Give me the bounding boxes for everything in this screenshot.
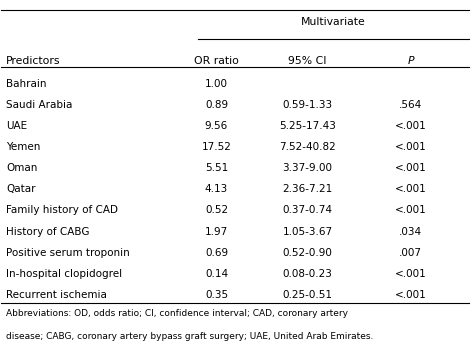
Text: Predictors: Predictors xyxy=(6,56,61,66)
Text: <.001: <.001 xyxy=(394,163,426,173)
Text: 4.13: 4.13 xyxy=(205,184,228,194)
Text: OR ratio: OR ratio xyxy=(194,56,239,66)
Text: 2.36-7.21: 2.36-7.21 xyxy=(283,184,333,194)
Text: Abbreviations: OD, odds ratio; CI, confidence interval; CAD, coronary artery: Abbreviations: OD, odds ratio; CI, confi… xyxy=(6,308,348,318)
Text: 0.14: 0.14 xyxy=(205,269,228,279)
Text: Qatar: Qatar xyxy=(6,184,36,194)
Text: 0.08-0.23: 0.08-0.23 xyxy=(283,269,333,279)
Text: Bahrain: Bahrain xyxy=(6,79,46,89)
Text: <.001: <.001 xyxy=(394,184,426,194)
Text: 1.97: 1.97 xyxy=(205,227,228,237)
Text: 1.00: 1.00 xyxy=(205,79,228,89)
Text: <.001: <.001 xyxy=(394,121,426,131)
Text: Multivariate: Multivariate xyxy=(301,17,366,27)
Text: In-hospital clopidogrel: In-hospital clopidogrel xyxy=(6,269,122,279)
Text: 1.05-3.67: 1.05-3.67 xyxy=(283,227,333,237)
Text: 5.25-17.43: 5.25-17.43 xyxy=(279,121,336,131)
Text: 0.52-0.90: 0.52-0.90 xyxy=(283,248,333,258)
Text: History of CABG: History of CABG xyxy=(6,227,90,237)
Text: <.001: <.001 xyxy=(394,290,426,300)
Text: Saudi Arabia: Saudi Arabia xyxy=(6,100,73,110)
Text: 7.52-40.82: 7.52-40.82 xyxy=(279,142,336,152)
Text: 0.25-0.51: 0.25-0.51 xyxy=(283,290,333,300)
Text: .564: .564 xyxy=(399,100,422,110)
Text: 3.37-9.00: 3.37-9.00 xyxy=(283,163,333,173)
Text: 0.37-0.74: 0.37-0.74 xyxy=(283,206,333,216)
Text: .007: .007 xyxy=(399,248,422,258)
Text: .034: .034 xyxy=(399,227,422,237)
Text: Yemen: Yemen xyxy=(6,142,40,152)
Text: Positive serum troponin: Positive serum troponin xyxy=(6,248,130,258)
Text: 17.52: 17.52 xyxy=(201,142,231,152)
Text: 5.51: 5.51 xyxy=(205,163,228,173)
Text: Family history of CAD: Family history of CAD xyxy=(6,206,118,216)
Text: 0.89: 0.89 xyxy=(205,100,228,110)
Text: <.001: <.001 xyxy=(394,269,426,279)
Text: UAE: UAE xyxy=(6,121,27,131)
Text: 0.52: 0.52 xyxy=(205,206,228,216)
Text: 0.69: 0.69 xyxy=(205,248,228,258)
Text: Recurrent ischemia: Recurrent ischemia xyxy=(6,290,107,300)
Text: <.001: <.001 xyxy=(394,206,426,216)
Text: 0.35: 0.35 xyxy=(205,290,228,300)
Text: 95% CI: 95% CI xyxy=(288,56,327,66)
Text: disease; CABG, coronary artery bypass graft surgery; UAE, United Arab Emirates.: disease; CABG, coronary artery bypass gr… xyxy=(6,332,374,341)
Text: Oman: Oman xyxy=(6,163,37,173)
Text: 9.56: 9.56 xyxy=(205,121,228,131)
Text: <.001: <.001 xyxy=(394,142,426,152)
Text: P: P xyxy=(407,56,414,66)
Text: 0.59-1.33: 0.59-1.33 xyxy=(283,100,333,110)
